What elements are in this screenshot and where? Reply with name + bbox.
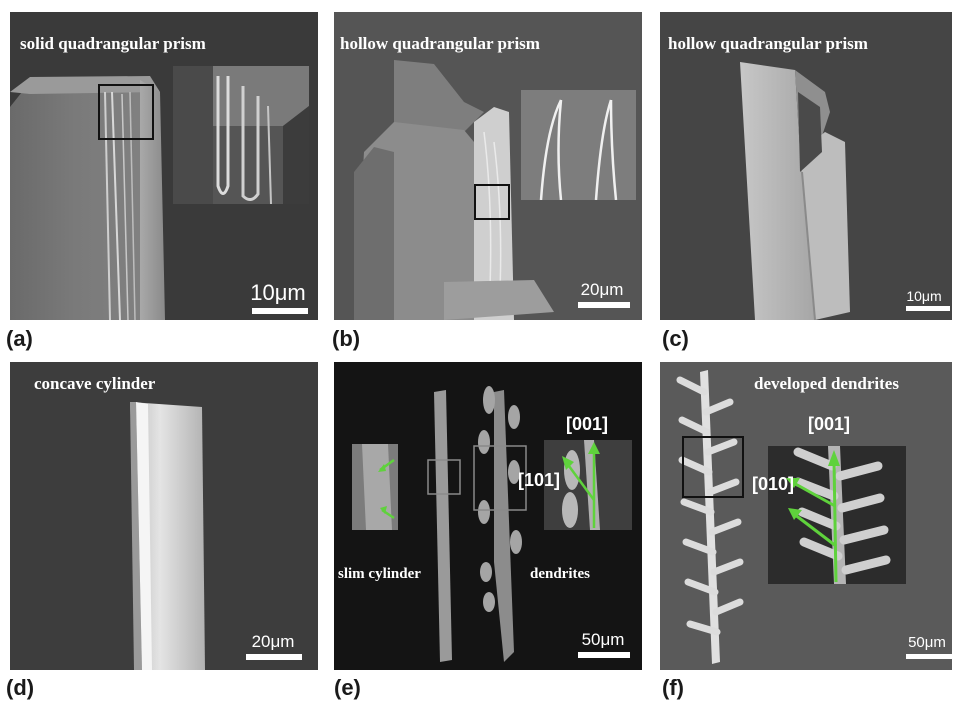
panel-f-image — [676, 370, 744, 664]
panel-b-image — [354, 60, 554, 320]
panel-f-title: developed dendrites — [754, 374, 899, 393]
panel-e-dendrites-label: dendrites — [530, 566, 590, 582]
panel-f-zoom-box — [682, 436, 744, 498]
panel-a-inset — [173, 66, 309, 204]
panel-b: hollow quadrangular prism 20μm — [334, 12, 642, 320]
panel-d-label: (d) — [6, 675, 35, 700]
panel-a-title: solid quadrangular prism — [20, 34, 206, 53]
panel-f-scale-bar — [906, 654, 952, 659]
panel-c-title: hollow quadrangular prism — [668, 34, 868, 53]
panel-b-zoom-box — [474, 184, 510, 220]
panel-c: hollow quadrangular prism 10μm — [660, 12, 952, 320]
panel-b-scale-label: 20μm — [580, 280, 624, 299]
panel-b-scale-bar — [578, 302, 630, 308]
panel-b-label: (b) — [332, 326, 361, 351]
panel-a: solid quadrangular prism 10μm — [10, 12, 318, 320]
panel-d-scale-label: 20μm — [251, 632, 295, 651]
panel-f-scale-label: 50μm — [908, 634, 946, 651]
panel-e-left-inset — [352, 444, 398, 530]
panel-c-label: (c) — [662, 326, 689, 351]
panel-d: concave cylinder 20μm — [10, 362, 318, 670]
panel-f: developed dendrites [001] [010] 50μm — [660, 362, 952, 670]
panel-e-label: (e) — [334, 675, 361, 700]
panel-c-image — [740, 62, 850, 320]
panel-a-scale-label: 10μm — [250, 280, 306, 305]
panel-e-scale-bar — [578, 652, 630, 658]
panel-f-label: (f) — [662, 675, 684, 700]
panel-a-scale-bar — [252, 308, 308, 314]
panel-e-direction-001: [001] — [566, 414, 609, 434]
panel-f-direction-001: [001] — [808, 414, 851, 434]
panel-b-title: hollow quadrangular prism — [340, 34, 540, 53]
panel-d-title: concave cylinder — [34, 374, 156, 393]
panel-d-image — [130, 402, 205, 670]
panel-f-inset — [768, 446, 906, 584]
panel-a-label: (a) — [6, 326, 33, 351]
panel-a-image — [10, 76, 165, 320]
panel-c-scale-bar — [906, 306, 950, 311]
panel-f-direction-010: [010] — [752, 474, 795, 494]
panel-e-right-inset — [544, 440, 632, 530]
panel-e-scale-label: 50μm — [581, 630, 625, 649]
panel-c-scale-label: 10μm — [906, 288, 942, 304]
panel-a-zoom-box — [98, 84, 154, 140]
panel-e-slim-cylinder-label: slim cylinder — [338, 566, 421, 582]
panel-e-direction-101: [101] — [518, 470, 561, 490]
panel-d-scale-bar — [246, 654, 302, 660]
panel-e: [001] [101] slim cylinder dendrites 50μm — [334, 362, 642, 670]
panel-b-inset — [521, 90, 636, 200]
panel-e-image — [427, 386, 527, 662]
